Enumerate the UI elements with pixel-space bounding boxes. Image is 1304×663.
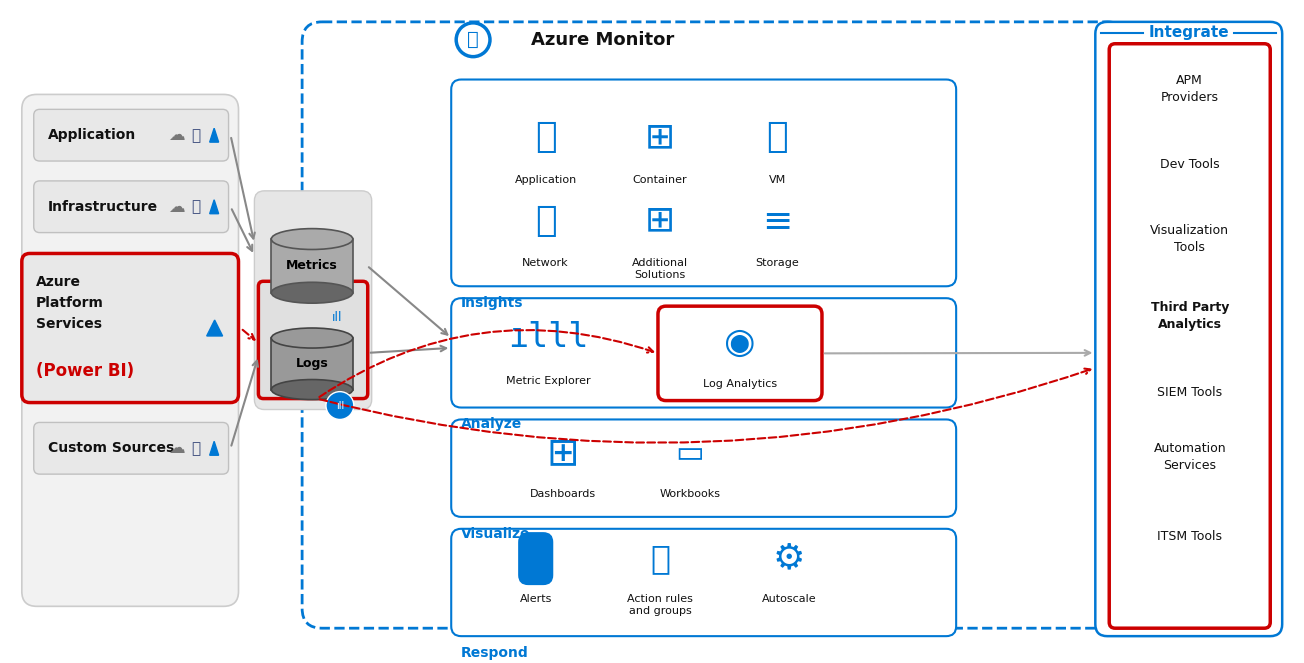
Text: Workbooks: Workbooks <box>660 489 720 499</box>
Text: ☁: ☁ <box>168 198 185 215</box>
FancyBboxPatch shape <box>254 191 372 410</box>
Text: Automation
Services: Automation Services <box>1154 442 1226 472</box>
FancyBboxPatch shape <box>34 109 228 161</box>
FancyBboxPatch shape <box>34 422 228 474</box>
FancyBboxPatch shape <box>1095 22 1282 636</box>
Text: Metric Explorer: Metric Explorer <box>506 376 591 386</box>
Text: Application: Application <box>48 128 136 142</box>
Text: Autoscale: Autoscale <box>762 595 816 605</box>
Text: Network: Network <box>523 259 569 269</box>
Ellipse shape <box>271 229 353 249</box>
Polygon shape <box>210 128 219 142</box>
Bar <box>271 338 353 390</box>
Text: ⚙: ⚙ <box>773 542 806 575</box>
FancyBboxPatch shape <box>659 306 822 400</box>
Ellipse shape <box>271 282 353 303</box>
Text: ⊞: ⊞ <box>644 120 675 154</box>
Text: (Power BI): (Power BI) <box>35 362 134 380</box>
Text: Integrate: Integrate <box>1149 25 1230 40</box>
Text: Third Party
Analytics: Third Party Analytics <box>1150 301 1228 331</box>
Text: 💡: 💡 <box>535 120 557 154</box>
FancyBboxPatch shape <box>258 281 368 398</box>
FancyBboxPatch shape <box>451 529 956 636</box>
Text: 🏢: 🏢 <box>192 200 201 214</box>
Text: APM
Providers: APM Providers <box>1161 74 1219 105</box>
Circle shape <box>326 392 353 420</box>
Text: Azure Monitor: Azure Monitor <box>531 30 674 49</box>
Text: SIEM Tools: SIEM Tools <box>1157 386 1222 399</box>
Text: Metrics: Metrics <box>286 259 338 272</box>
Text: 🤖: 🤖 <box>649 542 670 575</box>
Text: 🏢: 🏢 <box>192 441 201 455</box>
Text: ılll: ılll <box>509 322 589 355</box>
Bar <box>271 239 353 293</box>
Ellipse shape <box>271 379 353 400</box>
Text: 🏢: 🏢 <box>192 128 201 143</box>
Text: Dev Tools: Dev Tools <box>1161 158 1219 170</box>
FancyBboxPatch shape <box>22 253 239 402</box>
Text: ⏱: ⏱ <box>467 30 479 49</box>
Text: Visualize: Visualize <box>462 527 531 541</box>
Text: Azure
Platform
Services: Azure Platform Services <box>35 275 103 331</box>
Ellipse shape <box>271 328 353 348</box>
Text: Storage: Storage <box>755 259 799 269</box>
Polygon shape <box>210 200 219 213</box>
Text: Alerts: Alerts <box>519 595 552 605</box>
Text: Custom Sources: Custom Sources <box>48 442 173 455</box>
Text: ⊞: ⊞ <box>644 204 675 237</box>
Text: 🌐: 🌐 <box>535 204 557 237</box>
Text: Respond: Respond <box>462 646 529 660</box>
Text: Action rules
and groups: Action rules and groups <box>627 595 692 616</box>
FancyBboxPatch shape <box>451 298 956 408</box>
FancyBboxPatch shape <box>451 420 956 517</box>
Text: ☁: ☁ <box>168 126 185 144</box>
Text: ıll: ıll <box>331 311 342 324</box>
Circle shape <box>456 23 490 56</box>
Text: Additional
Solutions: Additional Solutions <box>632 259 689 280</box>
Text: 🖥: 🖥 <box>767 120 788 154</box>
FancyBboxPatch shape <box>22 94 239 607</box>
Text: Infrastructure: Infrastructure <box>48 200 158 213</box>
FancyBboxPatch shape <box>451 80 956 286</box>
Text: ◉: ◉ <box>724 326 756 361</box>
Text: !: ! <box>528 542 544 575</box>
Text: VM: VM <box>768 175 786 185</box>
FancyBboxPatch shape <box>1110 44 1270 629</box>
Text: ITSM Tools: ITSM Tools <box>1157 530 1222 543</box>
Text: ▭: ▭ <box>675 439 704 468</box>
Text: Container: Container <box>632 175 687 185</box>
Text: ☁: ☁ <box>168 440 185 457</box>
Text: ≡: ≡ <box>762 204 793 237</box>
FancyBboxPatch shape <box>34 181 228 233</box>
FancyBboxPatch shape <box>303 22 1127 629</box>
Text: Logs: Logs <box>296 357 329 371</box>
Text: ⊞: ⊞ <box>546 434 579 472</box>
Polygon shape <box>207 320 223 336</box>
Polygon shape <box>210 442 219 455</box>
Text: Dashboards: Dashboards <box>529 489 596 499</box>
Text: Application: Application <box>515 175 576 185</box>
Text: ıll: ıll <box>335 400 344 410</box>
Text: Analyze: Analyze <box>462 418 523 432</box>
Text: Log Analytics: Log Analytics <box>703 379 777 389</box>
Text: Visualization
Tools: Visualization Tools <box>1150 223 1230 253</box>
Text: Insights: Insights <box>462 296 524 310</box>
